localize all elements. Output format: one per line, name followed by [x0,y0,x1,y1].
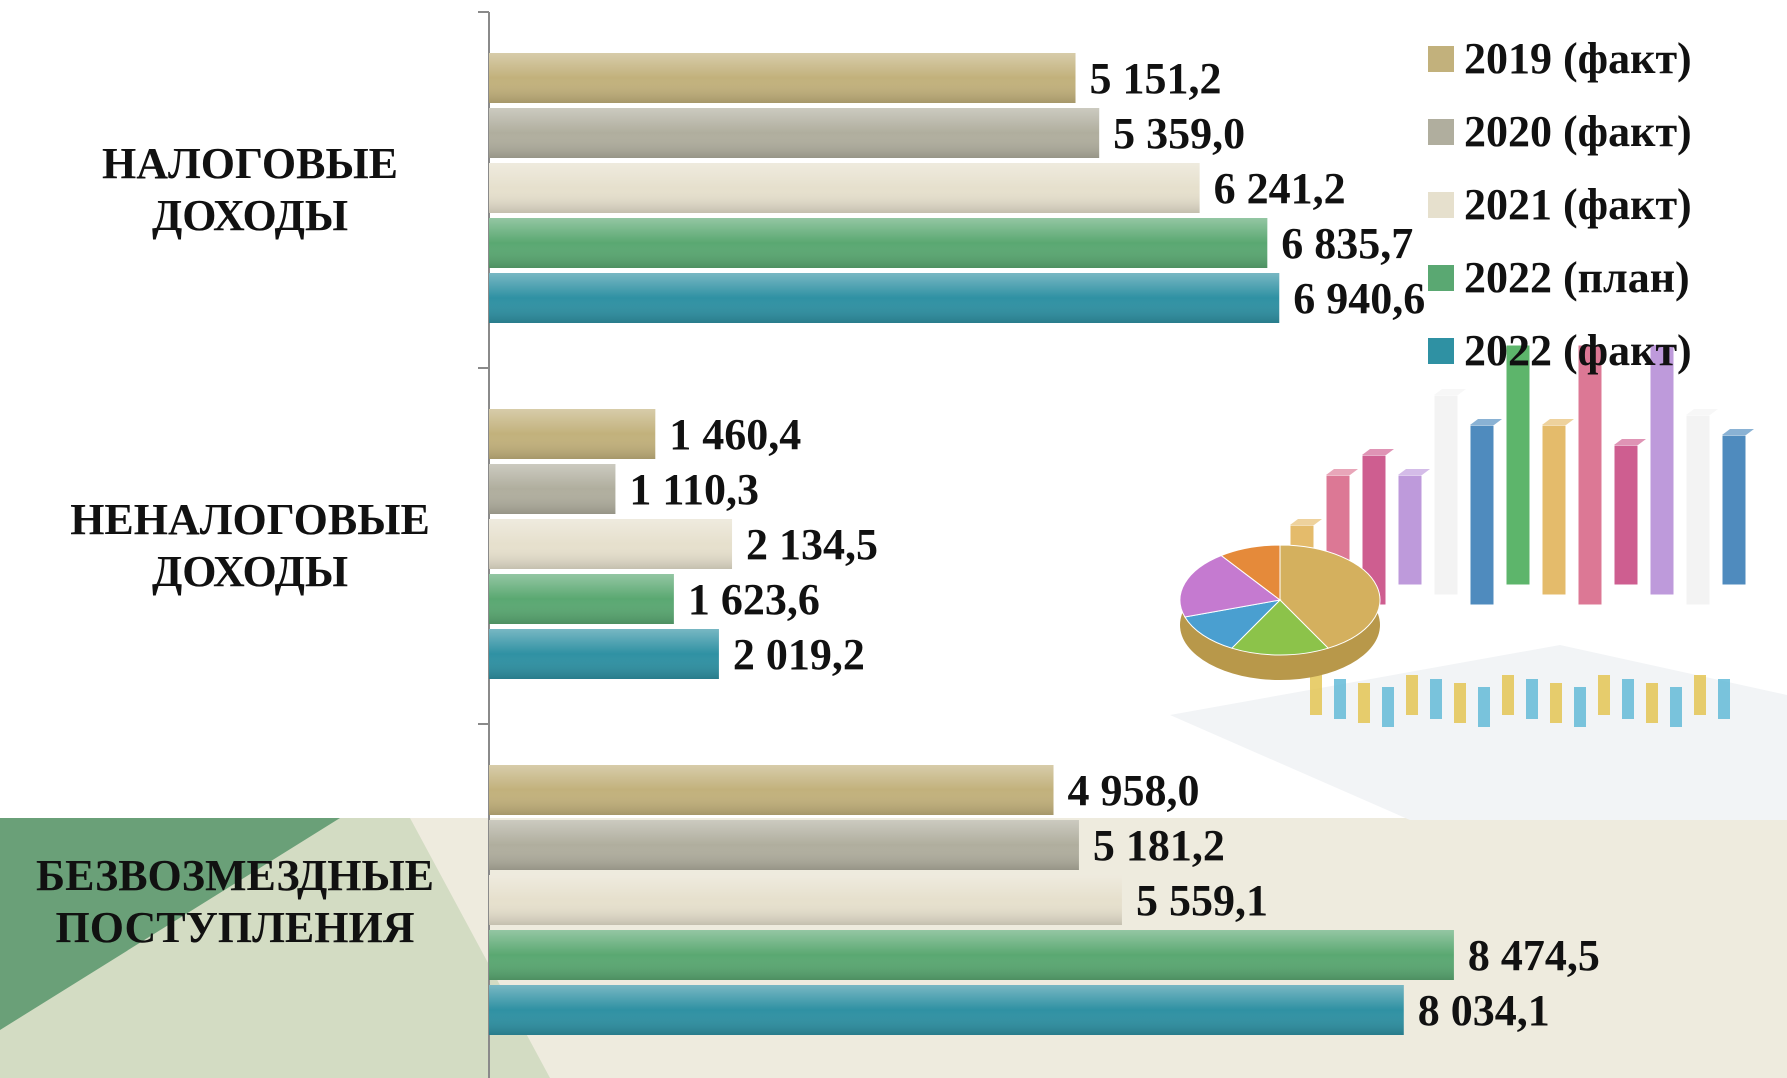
illustration-bar [1721,434,1747,586]
legend-label: 2021 (факт) [1464,180,1692,229]
legend-label: 2022 (факт) [1464,326,1692,375]
illustration-bar [1685,414,1711,606]
bar-shading [489,218,1268,268]
bar-value-label: 2 134,5 [746,520,878,569]
illustration-bar [1469,424,1495,606]
illustration-bar-top [1434,389,1466,395]
bar-shading [489,985,1404,1035]
illustration-strip [1478,687,1490,727]
bar-shading [489,820,1079,870]
illustration-bar-top [1398,469,1430,475]
bar-shading [489,464,616,514]
illustration-bar-top [1686,409,1718,415]
illustration-pie-slice [1184,599,1282,649]
illustration-bar [1541,424,1567,596]
illustration-bar [1505,344,1531,586]
bar-value-label: 2 019,2 [733,630,865,679]
bar-value-label: 5 151,2 [1090,54,1222,103]
illustration-strip [1622,679,1634,719]
legend-swatch [1428,264,1454,291]
illustration-strip [1334,679,1346,719]
legend-label: 2019 (факт) [1464,34,1692,83]
chart-illustration [1160,289,1787,820]
illustration-strip [1598,675,1610,715]
illustration-bar-top [1542,419,1574,425]
bar-value-label: 6 835,7 [1281,219,1413,268]
bar-shading [489,53,1076,103]
illustration-strip [1526,679,1538,719]
legend-item: 2021 (факт) [1428,168,1692,241]
illustration-strip [1310,675,1322,715]
illustration-strip [1430,679,1442,719]
illustration-strip [1670,687,1682,727]
bar-value-label: 6 241,2 [1214,164,1346,213]
category-label-nontax-income: НЕНАЛОГОВЫЕ ДОХОДЫ [70,495,430,596]
bar-shading [489,875,1122,925]
bar-value-label: 6 940,6 [1293,274,1425,323]
illustration-bar [1433,394,1459,596]
illustration-pie-slice [1230,599,1330,656]
legend-item: 2020 (факт) [1428,95,1692,168]
illustration-strip [1718,679,1730,719]
illustration-bar-top [1470,419,1502,425]
illustration-strip [1550,683,1562,723]
illustration-strip [1502,675,1514,715]
legend-label: 2020 (факт) [1464,107,1692,156]
bar-shading [489,519,733,569]
bar-shading [489,930,1454,980]
legend-swatch [1428,191,1454,218]
bar-value-label: 8 474,5 [1468,931,1600,980]
legend-item: 2022 (факт) [1428,314,1692,387]
illustration-bar-top [1290,519,1322,525]
bar-value-label: 5 559,1 [1136,876,1268,925]
bar-value-label: 4 958,0 [1068,766,1200,815]
legend-label: 2022 (план) [1464,253,1690,302]
illustration-bar-top [1722,429,1754,435]
bar-value-label: 1 623,6 [688,575,820,624]
illustration-strip [1454,683,1466,723]
illustration-bar-top [1326,469,1358,475]
bar-shading [489,409,656,459]
bar-value-label: 5 181,2 [1093,821,1225,870]
legend-swatch [1428,45,1454,72]
illustration-strip [1382,687,1394,727]
illustration-bar [1397,474,1423,586]
illustration-bar [1577,344,1603,606]
legend-swatch [1428,337,1454,364]
category-label-tax-income: НАЛОГОВЫЕ ДОХОДЫ [101,139,399,240]
illustration-strip [1574,687,1586,727]
illustration-strip [1406,675,1418,715]
bar-shading [489,765,1054,815]
bar-shading [489,273,1280,323]
illustration-pie-slice [1179,554,1282,618]
bar-shading [489,108,1100,158]
bar-value-label: 1 110,3 [629,465,759,514]
bar-shading [489,629,719,679]
legend-swatch [1428,118,1454,145]
bar-shading [489,163,1200,213]
illustration-bar [1649,294,1675,596]
illustration-pie-slice [1220,544,1281,602]
illustration-bar-top [1614,439,1646,445]
illustration-strip [1358,683,1370,723]
chart-legend: 2019 (факт) 2020 (факт) 2021 (факт) 2022… [1428,22,1692,387]
legend-item: 2019 (факт) [1428,22,1692,95]
bar-shading [489,574,674,624]
category-label-grants: БЕЗВОЗМЕЗДНЫЕ ПОСТУПЛЕНИЯ [36,851,434,952]
legend-item: 2022 (план) [1428,241,1692,314]
bar-value-label: 8 034,1 [1418,986,1550,1035]
illustration-bar-top [1362,449,1394,455]
bar-value-label: 5 359,0 [1113,109,1245,158]
bar-value-label: 1 460,4 [669,410,801,459]
illustration-strip [1646,683,1658,723]
illustration-pie-slice [1279,544,1381,649]
illustration-strip [1694,675,1706,715]
illustration-bar [1613,444,1639,586]
